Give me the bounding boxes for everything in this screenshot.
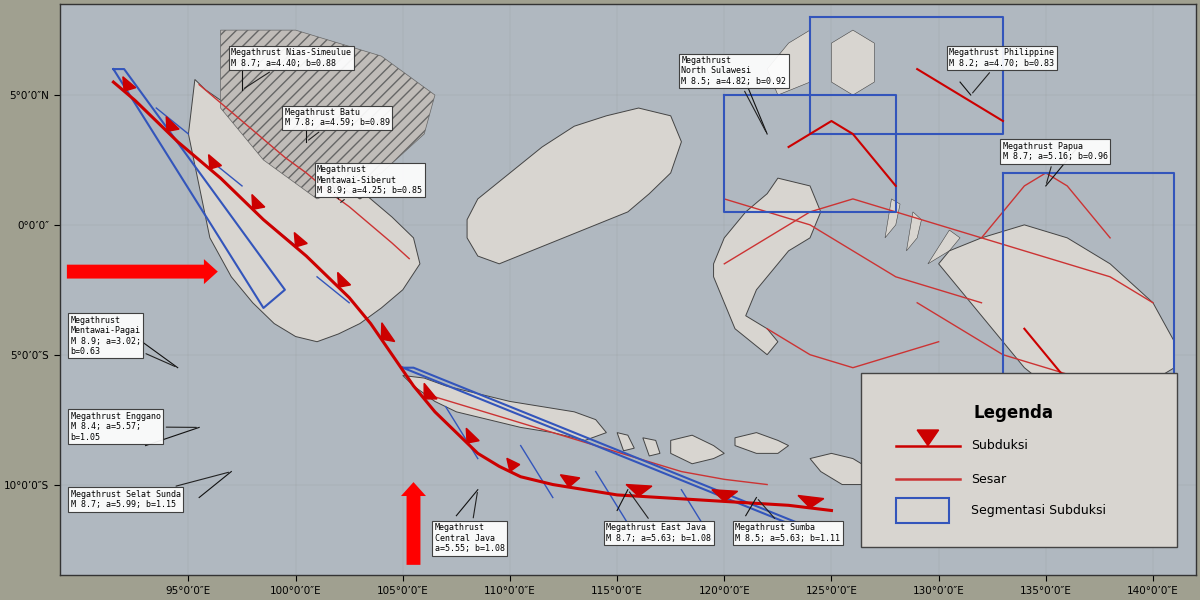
Polygon shape (671, 435, 725, 464)
Polygon shape (252, 194, 265, 209)
Text: Megathrust Enggano
M 8.4; a=5.57;
b=1.05: Megathrust Enggano M 8.4; a=5.57; b=1.05 (71, 412, 197, 442)
Polygon shape (166, 116, 179, 131)
Polygon shape (337, 272, 350, 287)
Polygon shape (424, 383, 437, 399)
Text: Megathrust
North Sulawesi
M 8.5; a=4.82; b=0.92: Megathrust North Sulawesi M 8.5; a=4.82;… (682, 56, 786, 131)
Polygon shape (798, 496, 823, 508)
Polygon shape (626, 485, 652, 496)
Text: Megathrust East Java
M 8.7; a=5.63; b=1.08: Megathrust East Java M 8.7; a=5.63; b=1.… (606, 492, 712, 543)
Text: Segmentasi Subduksi: Segmentasi Subduksi (971, 504, 1105, 517)
Polygon shape (382, 323, 395, 341)
Polygon shape (906, 212, 922, 251)
Polygon shape (886, 199, 900, 238)
Polygon shape (617, 433, 635, 451)
Polygon shape (917, 430, 938, 446)
Bar (895, 497, 949, 523)
Polygon shape (928, 230, 960, 264)
Polygon shape (832, 30, 875, 95)
Polygon shape (810, 454, 886, 485)
Polygon shape (643, 438, 660, 456)
Polygon shape (736, 433, 788, 454)
FancyBboxPatch shape (862, 373, 1176, 547)
Text: Megathrust Selat Sunda
M 8.7; a=5.99; b=1.15: Megathrust Selat Sunda M 8.7; a=5.99; b=… (71, 472, 229, 509)
Polygon shape (284, 82, 382, 199)
Polygon shape (714, 178, 821, 355)
Text: Megathrust Sumba
M 8.5; a=5.63; b=1.11: Megathrust Sumba M 8.5; a=5.63; b=1.11 (736, 500, 840, 543)
Polygon shape (122, 77, 136, 91)
Polygon shape (403, 376, 606, 440)
Text: Megathrust Papua
M 8.7; a=5.16; b=0.96: Megathrust Papua M 8.7; a=5.16; b=0.96 (1003, 142, 1108, 183)
Polygon shape (209, 155, 222, 169)
Text: Megathrust
Mentawai-Pagai
M 8.9; a=3.02;
b=0.63: Megathrust Mentawai-Pagai M 8.9; a=3.02;… (71, 316, 175, 367)
Text: Sesar: Sesar (971, 473, 1006, 486)
Text: Megathrust Philippine
M 8.2; a=4.70; b=0.83: Megathrust Philippine M 8.2; a=4.70; b=0… (949, 49, 1055, 93)
Text: Megathrust Batu
M 7.8; a=4.59; b=0.89: Megathrust Batu M 7.8; a=4.59; b=0.89 (284, 108, 390, 140)
Text: Megathrust Nias-Simeulue
M 8.7; a=4.40; b=0.88: Megathrust Nias-Simeulue M 8.7; a=4.40; … (232, 49, 352, 88)
Polygon shape (221, 30, 434, 199)
Polygon shape (767, 30, 810, 95)
Polygon shape (294, 233, 307, 247)
Polygon shape (560, 475, 580, 487)
Text: Megathrust
Mentawai-Siberut
M 8.9; a=4.25; b=0.85: Megathrust Mentawai-Siberut M 8.9; a=4.2… (317, 165, 422, 202)
Polygon shape (188, 79, 420, 342)
Text: Megathrust
Central Java
a=5.55; b=1.08: Megathrust Central Java a=5.55; b=1.08 (434, 493, 505, 553)
Text: Subduksi: Subduksi (971, 439, 1027, 452)
Polygon shape (712, 490, 738, 502)
Polygon shape (506, 458, 520, 472)
Polygon shape (938, 225, 1175, 407)
Polygon shape (467, 108, 682, 264)
Text: Legenda: Legenda (973, 404, 1054, 422)
Polygon shape (467, 428, 479, 443)
